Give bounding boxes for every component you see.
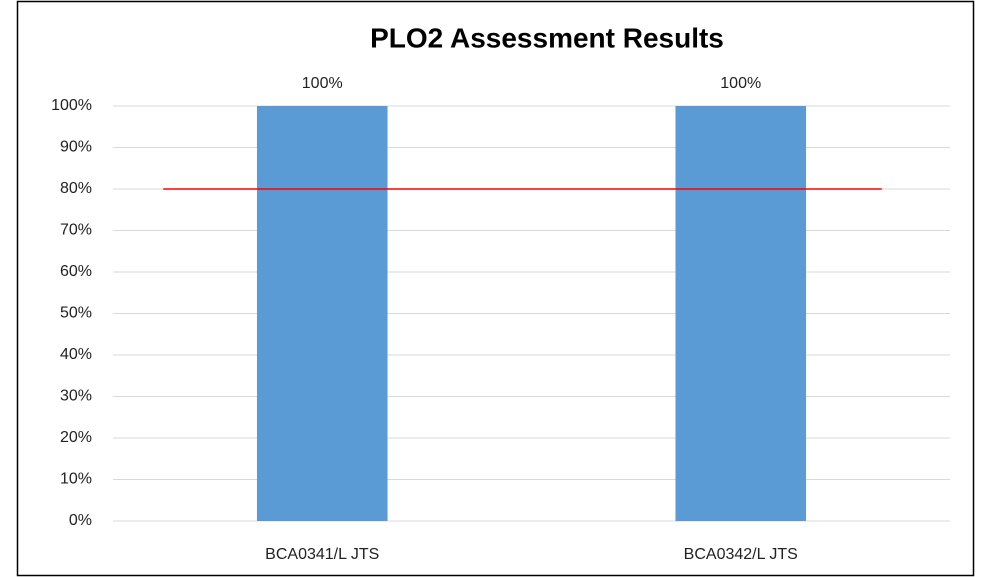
y-tick-label: 70% <box>60 222 92 239</box>
y-tick-label: 80% <box>60 180 92 197</box>
chart-title: PLO2 Assessment Results <box>370 22 724 53</box>
y-tick-label: 50% <box>60 305 92 322</box>
bar <box>675 106 807 521</box>
y-tick-label: 60% <box>60 263 92 280</box>
y-tick-label: 30% <box>60 388 92 405</box>
y-tick-label: 100% <box>51 97 92 114</box>
y-tick-label: 0% <box>69 512 92 529</box>
y-tick-label: 10% <box>60 471 92 488</box>
y-tick-label: 20% <box>60 429 92 446</box>
y-tick-label: 90% <box>60 139 92 156</box>
data-label: 100% <box>720 75 761 92</box>
chart-frame <box>16 0 975 577</box>
x-tick-label: BCA0342/L JTS <box>684 546 798 563</box>
x-tick-label: BCA0341/L JTS <box>265 546 379 563</box>
data-label: 100% <box>302 75 343 92</box>
y-tick-label: 40% <box>60 346 92 363</box>
bar <box>256 106 388 521</box>
